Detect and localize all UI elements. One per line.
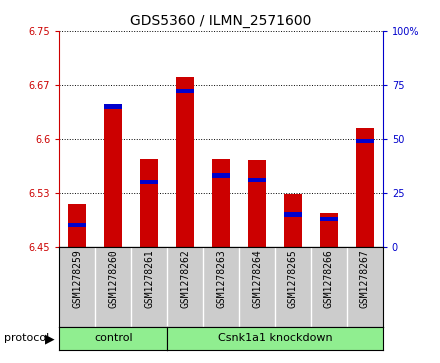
Bar [284, 212, 302, 217]
Text: GSM1278267: GSM1278267 [360, 249, 370, 308]
Bar [356, 139, 374, 143]
Bar [320, 213, 338, 247]
Text: GSM1278266: GSM1278266 [324, 249, 334, 308]
Bar [140, 159, 158, 247]
Text: protocol: protocol [4, 334, 50, 343]
Bar [356, 128, 374, 247]
Bar [284, 193, 302, 247]
Text: GSM1278261: GSM1278261 [144, 249, 154, 308]
Title: GDS5360 / ILMN_2571600: GDS5360 / ILMN_2571600 [130, 15, 312, 28]
Bar [176, 77, 194, 247]
Text: GSM1278263: GSM1278263 [216, 249, 226, 308]
Bar [68, 223, 86, 227]
Text: GSM1278265: GSM1278265 [288, 249, 298, 308]
Bar [104, 104, 122, 109]
Bar [104, 108, 122, 247]
Text: ▶: ▶ [45, 332, 55, 345]
Bar [140, 180, 158, 184]
Bar [248, 178, 266, 182]
Text: control: control [94, 334, 132, 343]
Text: GSM1278259: GSM1278259 [72, 249, 82, 308]
Bar [320, 217, 338, 221]
Bar [68, 204, 86, 247]
Bar [212, 174, 230, 178]
Bar [176, 89, 194, 94]
Bar [248, 160, 266, 247]
Text: GSM1278264: GSM1278264 [252, 249, 262, 308]
Text: GSM1278262: GSM1278262 [180, 249, 190, 308]
Text: Csnk1a1 knockdown: Csnk1a1 knockdown [218, 334, 332, 343]
Text: GSM1278260: GSM1278260 [108, 249, 118, 308]
Bar [212, 159, 230, 247]
